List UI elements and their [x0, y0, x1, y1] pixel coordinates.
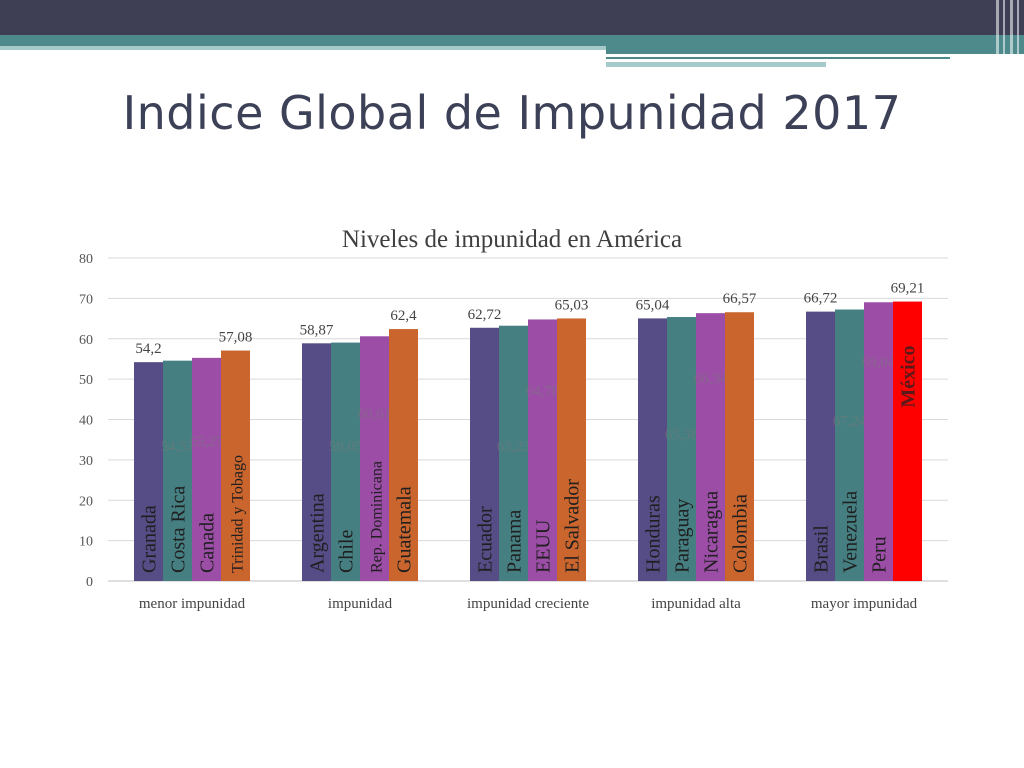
country-label: Peru: [869, 536, 891, 573]
bar: [864, 302, 893, 581]
bar: [192, 357, 221, 581]
category-label: menor impunidad: [139, 596, 246, 612]
bar: [806, 311, 835, 581]
data-label: 55,27: [190, 434, 224, 450]
data-label: 60,61: [358, 406, 392, 422]
country-label: Chile: [336, 530, 358, 573]
y-tick-label: 30: [79, 454, 93, 469]
data-label: 63,23: [497, 439, 531, 455]
country-label: Guatemala: [394, 486, 416, 573]
y-tick-label: 20: [79, 494, 93, 509]
y-tick-label: 10: [79, 535, 93, 550]
header-thin-line: [606, 57, 950, 59]
bar: [893, 301, 922, 581]
country-label: Ecuador: [475, 506, 497, 573]
country-label: Honduras: [643, 495, 665, 573]
data-label: 65,38: [665, 427, 699, 443]
data-label: 69,21: [891, 281, 925, 297]
bar: [331, 342, 360, 581]
header-vertical-stripes: [996, 0, 1019, 68]
header-light-block: [606, 62, 826, 67]
data-label: 67,24: [833, 414, 867, 430]
data-label: 54,57: [161, 439, 195, 455]
country-label: Canada: [197, 513, 219, 573]
category-label: mayor impunidad: [811, 596, 918, 612]
country-label: Brasil: [811, 525, 833, 573]
data-label: 64,78: [526, 383, 560, 399]
header-light-stripe: [0, 46, 606, 50]
country-label: Nicaragua: [701, 491, 723, 573]
data-label: 62,4: [390, 308, 417, 324]
country-label: Colombia: [730, 494, 752, 573]
data-label: 65,03: [555, 297, 589, 313]
country-label: México: [898, 345, 920, 407]
data-label: 62,72: [468, 307, 502, 323]
country-label: EEUU: [533, 519, 555, 573]
category-label: impunidad alta: [651, 596, 741, 612]
bar: [638, 318, 667, 581]
bar: [725, 312, 754, 581]
bar: [499, 325, 528, 581]
y-tick-label: 40: [79, 414, 93, 429]
slide-title: Indice Global de Impunidad 2017: [122, 86, 902, 140]
chart-title: Niveles de impunidad en América: [342, 226, 682, 253]
data-label: 57,08: [219, 330, 253, 346]
y-tick-label: 60: [79, 333, 93, 348]
data-label: 66,72: [804, 291, 838, 307]
country-label: El Salvador: [562, 479, 584, 573]
data-label: 58,87: [300, 322, 334, 338]
bar: [360, 336, 389, 581]
data-label: 54,2: [135, 341, 161, 357]
y-tick-label: 0: [86, 575, 93, 590]
category-label: impunidad creciente: [467, 596, 589, 612]
data-label: 66,34: [694, 371, 728, 387]
country-label: Paraguay: [672, 499, 694, 573]
bar: [528, 319, 557, 581]
data-label: 65,04: [636, 297, 670, 313]
bar: [389, 329, 418, 581]
country-label: Rep. Dominicana: [369, 461, 386, 573]
bar: [667, 317, 696, 581]
country-label: Trinidad y Tobago: [230, 455, 247, 573]
country-label: Panama: [504, 510, 526, 573]
y-tick-label: 50: [79, 373, 93, 388]
y-tick-label: 80: [79, 252, 93, 267]
bar: [134, 362, 163, 581]
header-teal-step: [606, 46, 1024, 54]
data-label: 69,04: [862, 354, 896, 370]
country-label: Venezuela: [840, 491, 862, 573]
data-label: 66,57: [723, 291, 757, 307]
y-tick-label: 70: [79, 292, 93, 307]
bar: [470, 327, 499, 581]
country-label: Granada: [139, 505, 161, 573]
category-label: impunidad: [328, 596, 393, 612]
bar: [835, 309, 864, 581]
header-teal-bar: [0, 35, 1024, 46]
header-dark-bar: [0, 0, 1024, 35]
bar: [163, 360, 192, 581]
bar: [696, 313, 725, 581]
bar: [221, 350, 250, 581]
bar: [302, 343, 331, 581]
bar: [557, 318, 586, 581]
country-label: Costa Rica: [168, 486, 190, 573]
data-label: 59,05: [329, 439, 363, 455]
country-label: Argentina: [307, 493, 329, 573]
